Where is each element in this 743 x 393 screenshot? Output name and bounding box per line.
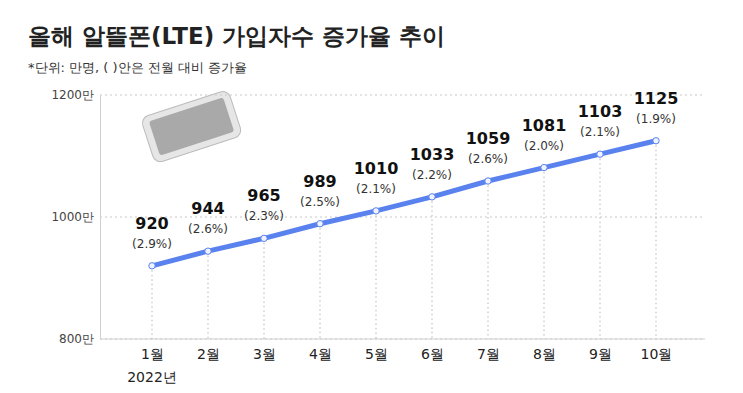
x-tick: 4월 [309, 339, 332, 362]
x-tick-label: 3월 [253, 346, 276, 362]
growth-label: (2.0%) [524, 139, 564, 153]
marker [149, 263, 155, 269]
x-tick: 9월 [589, 339, 612, 362]
value-label: 1033 [410, 145, 455, 164]
plot-area [149, 138, 659, 339]
x-axis-line [100, 339, 705, 340]
x-tick-label: 2월 [197, 346, 220, 362]
chart: 올해 알뜰폰(LTE) 가입자수 증가율 추이 *단위: 만명, ( )안은 전월… [0, 0, 743, 393]
drop-line [264, 238, 265, 339]
growth-label: (2.6%) [468, 152, 508, 166]
x-tick-label: 7월 [477, 346, 500, 362]
growth-label: (2.6%) [188, 222, 228, 236]
phone-body [140, 90, 242, 164]
drop-line [376, 211, 377, 339]
y-tick-label: 800만 [59, 332, 94, 346]
value-label: 1010 [354, 159, 399, 178]
x-tick-label: 6월 [421, 346, 444, 362]
marker [373, 208, 379, 214]
marker [429, 194, 435, 200]
drop-line [544, 168, 545, 339]
x-tick-label: 9월 [589, 346, 612, 362]
value-label: 965 [247, 186, 280, 205]
value-label: 1103 [578, 102, 623, 121]
x-tick: 7월 [477, 339, 500, 362]
y-axis: 800만 1000만 1200만 [51, 88, 100, 346]
title: 올해 알뜰폰(LTE) 가입자수 증가율 추이 [28, 23, 445, 49]
drop-line [656, 141, 657, 339]
grid [100, 95, 705, 339]
growth-label: (2.2%) [412, 168, 452, 182]
marker [317, 221, 323, 227]
growth-label: (1.9%) [636, 112, 676, 126]
x-tick: 8월 [533, 339, 556, 362]
y-tick-label: 1000만 [51, 210, 94, 224]
marker [485, 178, 491, 184]
marker [261, 235, 267, 241]
drop-line [208, 251, 209, 339]
marker [597, 151, 603, 157]
marker [541, 164, 547, 170]
subtitle: *단위: 만명, ( )안은 전월 대비 증가율 [28, 60, 247, 75]
value-label: 920 [135, 214, 168, 233]
annotation: 2022년 [127, 369, 177, 385]
x-tick-label: 10월 [641, 346, 673, 362]
y-tick: 1000만 [51, 210, 100, 224]
growth-label: (2.3%) [244, 209, 284, 223]
data-labels: 920 (2.9%) 944 (2.6%) 965 (2.3%) 989 (2.5%) 1010… [132, 89, 678, 251]
x-tick: 10월 [641, 339, 673, 362]
phone-screen [149, 97, 234, 155]
drop-line [152, 266, 153, 339]
y-tick: 800만 [59, 332, 100, 346]
grid-line [100, 339, 705, 340]
value-label: 944 [191, 199, 224, 218]
line [152, 141, 656, 266]
y-tick: 1200만 [51, 88, 100, 102]
x-tick: 3월 [253, 339, 276, 362]
drop-line [320, 224, 321, 339]
phone-illustration [140, 90, 242, 164]
marker [205, 248, 211, 254]
x-tick: 1월 [141, 339, 164, 362]
x-tick-label: 8월 [533, 346, 556, 362]
x-tick-label: 1월 [141, 346, 164, 362]
growth-label: (2.9%) [132, 237, 172, 251]
grid-line [100, 95, 705, 96]
value-label: 1125 [634, 89, 679, 108]
marker [653, 138, 659, 144]
value-label: 1081 [522, 116, 567, 135]
drop-line [488, 181, 489, 339]
x-tick-label: 4월 [309, 346, 332, 362]
x-tick: 2월 [197, 339, 220, 362]
value-label: 1059 [466, 129, 511, 148]
growth-label: (2.5%) [300, 195, 340, 209]
x-tick: 6월 [421, 339, 444, 362]
growth-label: (2.1%) [356, 182, 396, 196]
x-tick: 5월 [365, 339, 388, 362]
x-tick-label: 5월 [365, 346, 388, 362]
drop-line [432, 197, 433, 339]
y-axis-line [100, 96, 101, 340]
x-axis: 1월 2월 3월 4월 5월 6월 7월 8월 9월 10월 [100, 339, 705, 362]
growth-label: (2.1%) [580, 125, 620, 139]
value-label: 989 [303, 172, 336, 191]
y-tick-label: 1200만 [51, 88, 94, 102]
drop-line [600, 154, 601, 339]
